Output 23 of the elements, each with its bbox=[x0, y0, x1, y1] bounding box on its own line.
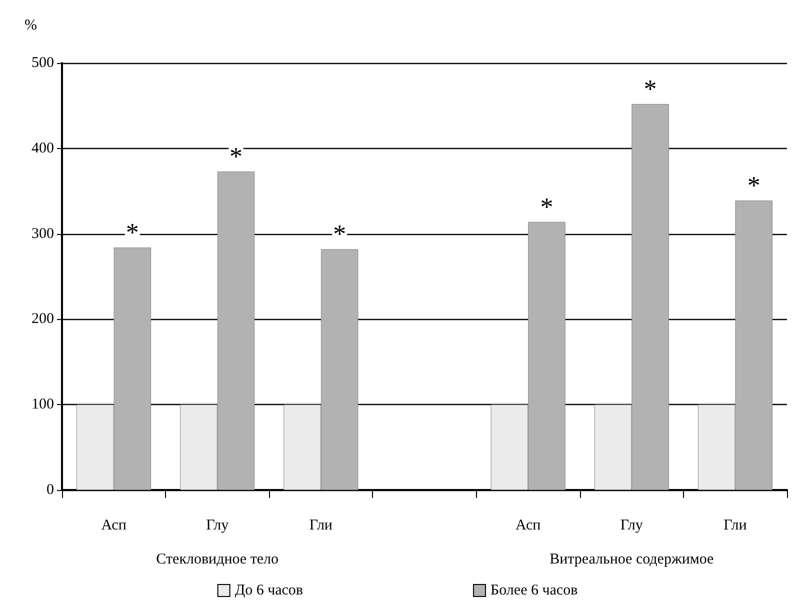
y-tick-label: 200 bbox=[32, 311, 54, 328]
text: Стекловидное тело bbox=[156, 552, 279, 568]
x-tick-label: Асп bbox=[515, 518, 541, 534]
y-tick-label: 300 bbox=[32, 226, 54, 242]
x-tick-label: Гли bbox=[309, 518, 332, 534]
legend-label: До 6 часов bbox=[234, 582, 304, 598]
data-label: * bbox=[540, 192, 554, 222]
y-tick-label: 400 bbox=[32, 140, 54, 156]
y-axis-title: % bbox=[24, 18, 37, 34]
data-label: * bbox=[333, 220, 346, 249]
legend-label: Более 6 часов bbox=[490, 582, 578, 598]
x-tick-label: Глу bbox=[620, 518, 644, 534]
text: Витреальное содержимое bbox=[550, 552, 714, 568]
x-tick-label: Асп bbox=[101, 518, 126, 534]
x-tick-label: Гли bbox=[724, 518, 747, 534]
data-label: * bbox=[644, 74, 657, 104]
x-tick-label: Глу bbox=[206, 518, 230, 534]
y-tick-label: 500 bbox=[32, 55, 54, 71]
data-label: * bbox=[126, 218, 139, 247]
y-tick-label: 0 bbox=[46, 482, 54, 498]
data-label: * bbox=[747, 170, 760, 200]
data-label: * bbox=[230, 142, 242, 171]
y-tick-label: 100 bbox=[32, 396, 54, 413]
